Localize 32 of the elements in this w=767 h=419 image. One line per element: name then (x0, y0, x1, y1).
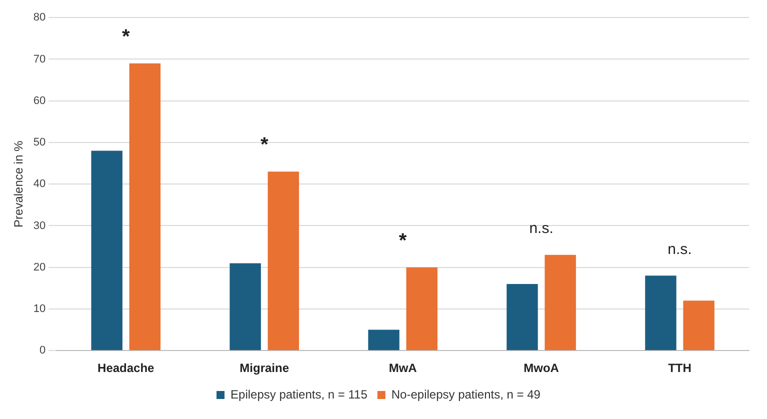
legend-label: No-epilepsy patients, n = 49 (391, 387, 541, 402)
bar (506, 284, 538, 350)
x-tick-label: MwoA (524, 361, 560, 376)
bar (406, 267, 438, 350)
bar (268, 172, 299, 350)
legend-label: Epilepsy patients, n = 115 (230, 387, 368, 402)
annotation: * (122, 26, 130, 48)
bar (544, 254, 576, 350)
x-tick-label: Migraine (240, 361, 290, 376)
y-tick-label: 50 (33, 136, 46, 149)
bar (683, 300, 714, 350)
x-tick-label: MwA (388, 361, 418, 376)
bar (645, 276, 676, 350)
y-tick-label: 10 (33, 303, 46, 316)
x-tick-label: TTH (668, 361, 692, 376)
y-tick-label: 20 (33, 261, 46, 274)
annotation: * (260, 134, 268, 156)
bar (91, 150, 122, 350)
annotation: n.s. (668, 240, 692, 258)
y-tick-label: 30 (33, 220, 46, 232)
y-axis-title: Prevalence in % (12, 140, 26, 228)
bar (129, 63, 161, 350)
y-tick-label: 40 (33, 178, 46, 190)
y-tick-label: 60 (33, 94, 46, 107)
annotation: * (398, 230, 407, 252)
bar (368, 330, 400, 350)
y-tick-label: 0 (40, 344, 46, 357)
annotation: n.s. (529, 220, 554, 238)
y-tick-label: 80 (33, 12, 46, 24)
bar (230, 263, 261, 350)
x-tick-label: Headache (98, 361, 155, 376)
y-tick-label: 70 (33, 53, 46, 66)
